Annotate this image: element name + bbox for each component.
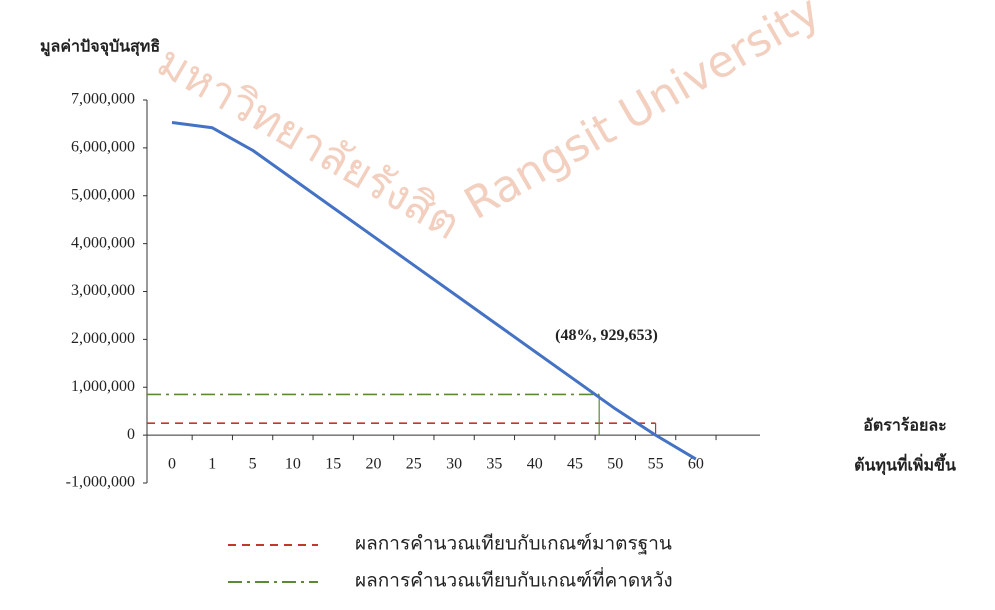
legend-label: ผลการคำนวณเทียบกับเกณฑ์ที่คาดหวัง [355,566,673,591]
x-tick-label: 55 [648,456,664,473]
y-axis-title: มูลค่าปัจจุบันสุทธิ [40,38,160,58]
x-tick-label: 10 [285,456,301,473]
data-line [171,121,697,461]
x-tick-label: 30 [446,456,462,473]
y-tick-label: 6,000,000 [71,139,135,156]
y-tick-label: 3,000,000 [71,282,135,299]
legend-label: ผลการคำนวณเทียบกับเกณฑ์มาตรฐาน [355,532,672,554]
x-tick-label: 60 [688,456,704,473]
y-tick-label: 4,000,000 [71,234,135,251]
x-tick-label: 15 [325,456,341,473]
y-tick-label: 7,000,000 [71,91,135,108]
x-tick-label: 0 [168,456,176,473]
y-tick-label: 0 [127,426,135,443]
x-tick-label: 40 [527,456,543,473]
x-tick-label: 35 [486,456,502,473]
x-tick-label: 20 [366,456,382,473]
x-axis-title: ต้นทุนที่เพิ่มขึ้น [854,453,956,476]
y-tick-label: 5,000,000 [71,186,135,203]
y-tick-label: 1,000,000 [71,378,135,395]
x-tick-label: 45 [567,456,583,473]
x-tick-label: 25 [406,456,422,473]
x-tick-label: 50 [607,456,623,473]
y-tick-label: -1,000,000 [66,474,135,491]
y-tick-label: 2,000,000 [71,330,135,347]
x-tick-label: 1 [208,456,216,473]
annotation: (48%, 929,653) [555,327,658,344]
watermark: Rangsit University [456,0,829,230]
watermark: มหาวิทยาลัยรังสิต [149,36,469,250]
x-tick-label: 5 [249,456,257,473]
x-axis-title: อัตราร้อยละ [863,417,947,435]
